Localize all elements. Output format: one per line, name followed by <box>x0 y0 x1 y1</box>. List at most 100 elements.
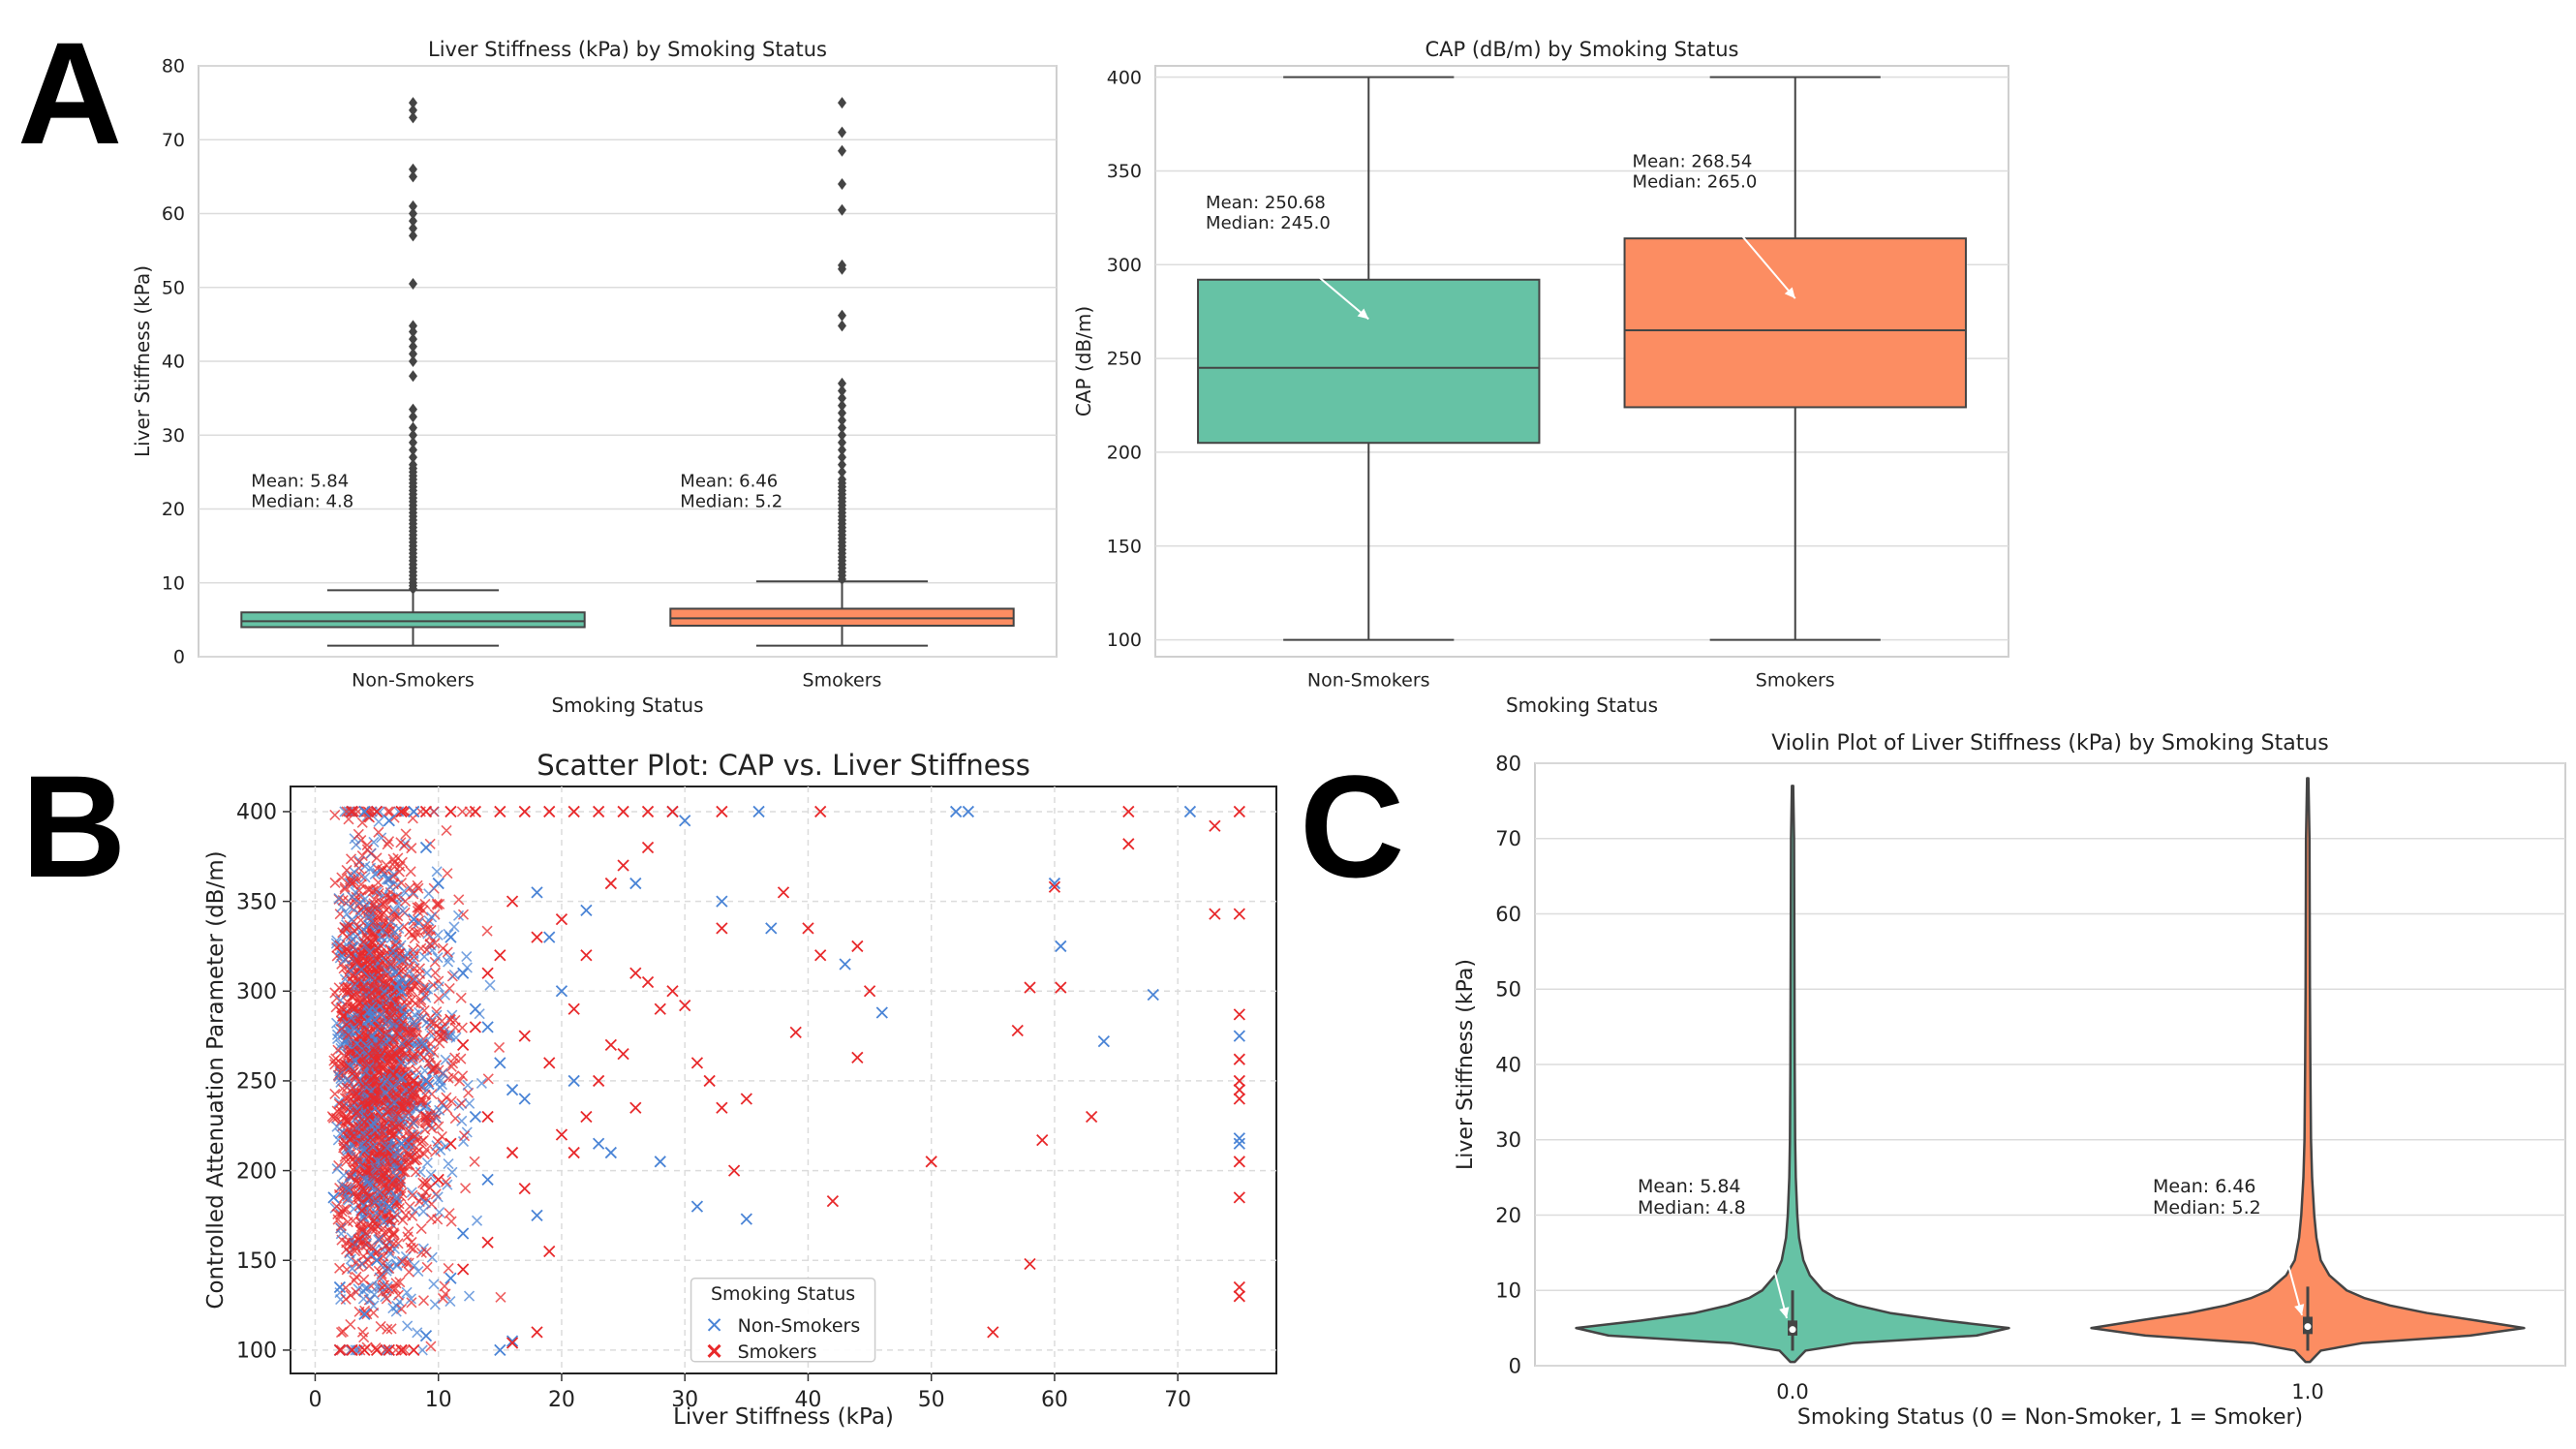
data-point <box>353 828 364 840</box>
box-group <box>240 97 586 647</box>
annotation-arrow <box>1305 265 1369 321</box>
data-point <box>358 1332 370 1343</box>
data-point <box>543 931 556 943</box>
data-point <box>437 1067 449 1079</box>
mean-median-annotation: Mean: 250.68 Median: 245.0 <box>1206 193 1331 233</box>
data-point <box>378 925 389 937</box>
data-point <box>851 1051 864 1064</box>
data-point <box>329 1088 341 1099</box>
data-point <box>373 826 384 838</box>
data-point <box>394 1021 406 1033</box>
data-point <box>335 1326 348 1339</box>
outlier-point <box>409 200 417 212</box>
data-point <box>342 1025 353 1036</box>
data-point <box>494 1057 506 1069</box>
data-point <box>395 1303 408 1314</box>
data-point <box>419 898 431 910</box>
data-point <box>351 839 362 850</box>
data-point <box>443 1262 454 1274</box>
data-point <box>555 913 568 926</box>
data-point <box>403 1150 415 1162</box>
data-point <box>531 1209 543 1222</box>
tick-label-x: 50 <box>918 1388 945 1412</box>
data-point <box>851 940 864 953</box>
data-point <box>406 1297 417 1309</box>
x-axis-label: Smoking Status <box>551 694 703 717</box>
data-point <box>826 1194 840 1208</box>
data-point <box>481 967 494 979</box>
data-point <box>388 1243 401 1254</box>
data-point <box>372 1024 383 1035</box>
data-point <box>404 961 415 972</box>
data-point <box>347 891 358 903</box>
panel-label-a: A <box>17 12 122 174</box>
data-point <box>336 872 348 883</box>
data-point <box>543 1245 556 1258</box>
data-point <box>383 979 394 991</box>
tick-label-x: 30 <box>671 1388 698 1412</box>
data-point <box>407 1091 418 1102</box>
data-point <box>1233 908 1245 920</box>
data-point <box>395 965 408 976</box>
data-point <box>380 1343 391 1356</box>
data-point <box>617 1047 629 1061</box>
x-axis-label: Smoking Status (0 = Non-Smoker, 1 = Smok… <box>1797 1405 2303 1430</box>
data-point <box>341 864 353 877</box>
outlier-point <box>409 451 417 464</box>
legend-marker <box>707 1318 721 1332</box>
tick-label-y: 40 <box>162 352 185 373</box>
data-point <box>398 885 410 897</box>
data-point <box>405 1293 416 1305</box>
data-point <box>404 1096 415 1108</box>
data-point <box>387 1033 399 1045</box>
data-point <box>679 999 691 1012</box>
data-point <box>432 952 444 964</box>
data-point <box>373 816 384 827</box>
data-point <box>389 926 401 938</box>
data-point <box>333 1280 347 1294</box>
data-point <box>1024 981 1036 994</box>
legend-marker <box>707 1343 721 1358</box>
data-point <box>350 1130 361 1143</box>
tick-label-x: 70 <box>1164 1388 1191 1412</box>
data-point <box>361 844 373 855</box>
data-point <box>401 1286 413 1298</box>
data-point <box>420 1176 433 1187</box>
data-point <box>383 1048 394 1060</box>
data-point <box>374 1187 385 1198</box>
data-point <box>415 1222 427 1235</box>
data-point <box>460 1183 472 1194</box>
data-point <box>371 852 383 864</box>
data-point <box>1233 1008 1245 1021</box>
data-point <box>1097 1035 1110 1048</box>
data-point <box>435 1144 446 1156</box>
data-point <box>580 1110 593 1124</box>
data-point <box>506 1335 519 1347</box>
data-point <box>405 984 416 996</box>
data-point <box>1233 1093 1245 1105</box>
data-point <box>518 1093 531 1105</box>
data-point <box>336 1002 348 1013</box>
data-point <box>409 1009 420 1021</box>
data-point <box>740 1093 752 1105</box>
data-point <box>341 1019 353 1031</box>
data-point <box>343 1117 354 1128</box>
data-point <box>355 871 367 882</box>
data-point <box>358 1131 370 1143</box>
outlier-point <box>838 203 846 216</box>
data-point <box>377 922 388 934</box>
data-point <box>396 1255 409 1267</box>
data-point <box>434 1037 445 1049</box>
data-point <box>417 1177 429 1188</box>
data-point <box>336 1206 348 1218</box>
data-point <box>434 1104 445 1116</box>
annotation-arrow-head <box>1779 1307 1790 1319</box>
outlier-point <box>409 355 417 367</box>
outlier-point <box>838 309 846 322</box>
data-point <box>412 902 423 913</box>
data-point <box>716 922 728 935</box>
outlier-point <box>838 320 846 332</box>
data-point <box>350 1055 361 1067</box>
data-point <box>359 872 371 883</box>
data-point <box>364 1178 376 1189</box>
